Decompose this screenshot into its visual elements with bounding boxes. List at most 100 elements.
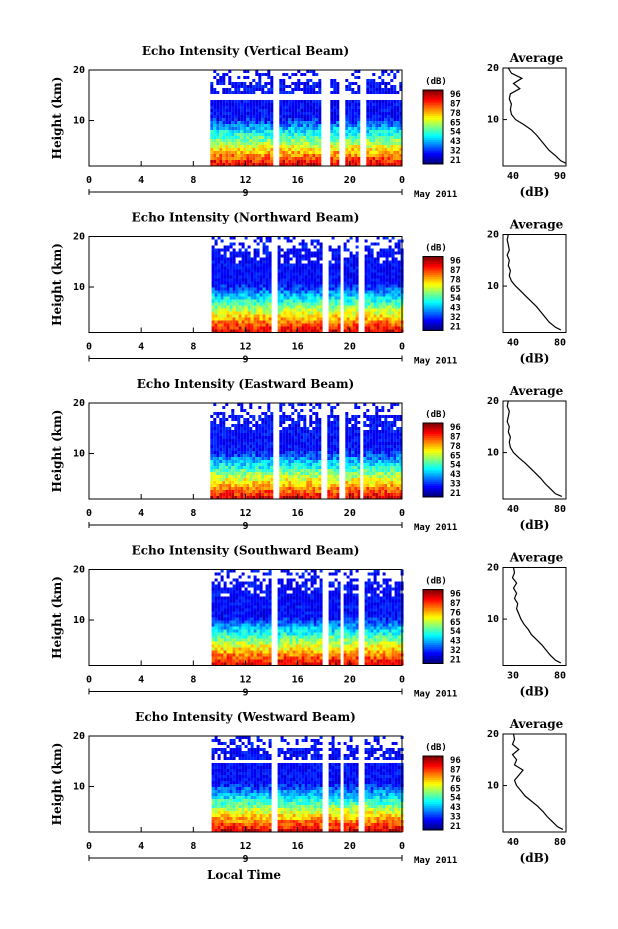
colorbar-tick-label: 43	[450, 637, 461, 647]
profile-x-label: (dB)	[520, 352, 550, 366]
profile-x-label: (dB)	[520, 185, 550, 199]
x-tick-label: 12	[239, 675, 251, 686]
x-tick-label: 8	[190, 841, 196, 852]
panel-title: Echo Intensity (Eastward Beam)	[137, 377, 354, 391]
colorbar-frame	[422, 589, 444, 664]
profile-line	[511, 733, 564, 830]
date-label: May 2011	[414, 523, 457, 533]
panel-title: Echo Intensity (Southward Beam)	[132, 544, 360, 558]
x-tick-label: 12	[239, 508, 251, 519]
colorbar-tick-label: 33	[450, 813, 461, 823]
colorbar-label: (dB)	[425, 410, 447, 420]
day-label: 9	[242, 688, 248, 699]
y-tick-label: 10	[73, 116, 85, 127]
colorbar-tick-label: 65	[450, 784, 461, 794]
colorbar-tick-label: 87	[450, 99, 461, 109]
colorbar-tick-label: 87	[450, 266, 461, 276]
x-tick-label: 0	[399, 508, 405, 519]
colorbar-tick-label: 43	[450, 470, 461, 480]
x-tick-label: 8	[190, 508, 196, 519]
x-tick-label: 0	[86, 675, 92, 686]
heatmap-cells	[210, 403, 403, 499]
colorbar-tick-label: 43	[450, 137, 461, 147]
colorbar-tick-label: 54	[450, 294, 461, 304]
panel-1: Echo Intensity (Northward Beam) 10 20 Heigh…	[50, 211, 567, 367]
colorbar-tick-label: 21	[450, 489, 461, 499]
profile-y-tick-label: 10	[487, 281, 499, 292]
x-tick-label: 0	[86, 342, 92, 353]
x-tick-label: 0	[86, 508, 92, 519]
colorbar-frame	[422, 755, 444, 831]
colorbar-label: (dB)	[425, 244, 447, 254]
colorbar-tick-label: 65	[450, 451, 461, 461]
profile-x-tick-label: 80	[554, 338, 566, 349]
x-tick-label: 4	[138, 675, 144, 686]
panel-0: Echo Intensity (Vertical Beam) 10 20 Height…	[50, 44, 567, 200]
x-tick-label: 4	[138, 342, 144, 353]
colorbar-tick-label: 54	[450, 627, 461, 637]
x-tick-label: 12	[239, 841, 251, 852]
day-label: 9	[242, 854, 248, 865]
heatmap-cells	[211, 236, 404, 333]
colorbar-tick-label: 65	[450, 118, 461, 128]
day-label: 9	[242, 355, 248, 366]
x-tick-label: 20	[344, 175, 356, 186]
y-tick-label: 20	[73, 65, 85, 76]
heatmap-cells	[211, 569, 404, 666]
heatmap-cells	[210, 70, 403, 166]
y-tick-label: 10	[73, 615, 85, 626]
x-tick-label: 0	[86, 175, 92, 186]
colorbar-tick-label: 76	[450, 608, 461, 618]
colorbar-tick-label: 21	[450, 156, 461, 166]
y-tick-label: 10	[73, 449, 85, 460]
x-tick-label: 20	[344, 342, 356, 353]
colorbar-tick-label: 96	[450, 90, 461, 100]
colorbar-tick-label: 87	[450, 599, 461, 609]
profile-y-tick-label: 10	[487, 115, 499, 126]
y-axis-label: Height (km)	[50, 576, 64, 659]
profile-title: Average	[509, 384, 564, 398]
profile-x-tick-label: 30	[507, 671, 519, 682]
colorbar-tick-label: 33	[450, 480, 461, 490]
colorbar-tick-label: 32	[450, 313, 461, 323]
x-tick-label: 12	[239, 342, 251, 353]
profile-x-tick-label: 80	[554, 671, 566, 682]
x-tick-label: 12	[239, 175, 251, 186]
profile-y-tick-label: 20	[487, 396, 499, 407]
panels-group: Echo Intensity (Vertical Beam) 10 20 Height…	[50, 44, 567, 866]
profile-frame	[502, 400, 567, 500]
x-tick-label: 0	[399, 841, 405, 852]
colorbar-tick-label: 76	[450, 775, 461, 785]
colorbar-frame	[422, 256, 444, 331]
profile-y-tick-label: 20	[487, 729, 499, 740]
x-tick-label: 4	[138, 175, 144, 186]
profile-x-tick-label: 40	[507, 504, 519, 515]
x-tick-label: 0	[399, 675, 405, 686]
profile-title: Average	[509, 717, 564, 731]
colorbar-frame	[422, 89, 444, 165]
panel-2: Echo Intensity (Eastward Beam) 10 20 Height…	[50, 377, 567, 533]
date-label: May 2011	[414, 190, 457, 200]
colorbar-tick-label: 65	[450, 618, 461, 628]
y-tick-label: 20	[73, 731, 85, 742]
profile-line	[511, 567, 562, 664]
profile-y-tick-label: 20	[487, 63, 499, 74]
colorbar-tick-label: 87	[450, 432, 461, 442]
profile-x-label: (dB)	[520, 518, 550, 532]
y-tick-label: 20	[73, 398, 85, 409]
colorbar-tick-label: 32	[450, 147, 461, 157]
panel-3: Echo Intensity (Southward Beam) 10 20 Heigh…	[50, 544, 567, 700]
colorbar-tick-label: 54	[450, 128, 461, 138]
panel-title: Echo Intensity (Vertical Beam)	[142, 44, 349, 58]
x-tick-label: 20	[344, 675, 356, 686]
profile-x-tick-label: 90	[554, 171, 566, 182]
profile-x-tick-label: 40	[507, 338, 519, 349]
profile-x-tick-label: 80	[554, 837, 566, 848]
colorbar-tick-label: 54	[450, 461, 461, 471]
profile-frame	[502, 234, 567, 333]
profile-y-tick-label: 10	[487, 614, 499, 625]
day-label: 9	[242, 188, 248, 199]
colorbar-label: (dB)	[425, 77, 447, 87]
profile-title: Average	[509, 51, 564, 65]
